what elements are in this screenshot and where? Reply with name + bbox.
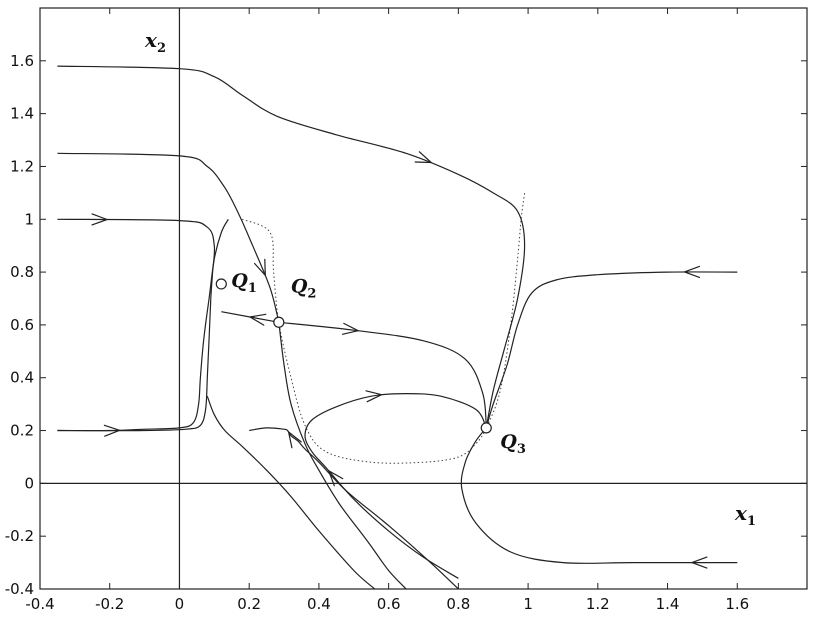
- trajectory-line: [460, 427, 738, 564]
- x-tick-label: 1.2: [586, 595, 610, 613]
- trajectory-line: [57, 65, 526, 429]
- trajectory-line: [304, 392, 487, 579]
- equilibrium-label-sub: 3: [517, 442, 526, 457]
- trajectory-line: [278, 322, 407, 590]
- x-tick-label: 0.6: [377, 595, 401, 613]
- direction-arrow: [683, 265, 701, 278]
- x-tick-label: 0.4: [307, 595, 331, 613]
- direction-arrow: [254, 258, 266, 276]
- x-tick-label: 1.6: [725, 595, 749, 613]
- y-tick-label: -0.2: [5, 527, 34, 545]
- equilibrium-point: [215, 278, 227, 290]
- equilibrium-label-sub: 1: [248, 281, 257, 296]
- trajectory-line: [57, 218, 216, 432]
- x-tick-label: -0.2: [95, 595, 124, 613]
- x-axis-label-base: x: [734, 501, 748, 525]
- equilibrium-label: Q3: [500, 431, 526, 457]
- x-tick-label: 0: [175, 595, 185, 613]
- x-tick-label: 1.4: [656, 595, 680, 613]
- y-axis-label: x2: [144, 28, 166, 56]
- tick-marks: [39, 8, 807, 590]
- equilibrium-label-base: Q: [500, 431, 517, 453]
- x-tick-label: 0.8: [446, 595, 470, 613]
- trajectory-line: [249, 427, 459, 590]
- equilibrium-label-base: Q: [291, 275, 308, 297]
- direction-arrow: [691, 556, 708, 569]
- direction-arrow: [249, 313, 267, 326]
- separatrix-dotted-curve: [241, 192, 526, 464]
- y-tick-label: 0.6: [10, 316, 34, 334]
- direction-arrow: [103, 424, 121, 437]
- y-tick-label: 0.4: [10, 369, 34, 387]
- equilibrium-label: Q2: [291, 275, 317, 301]
- trajectory-line: [278, 321, 487, 428]
- equilibrium-label: Q1: [231, 270, 257, 296]
- equilibrium-point: [273, 316, 285, 328]
- y-tick-label: 0.8: [10, 263, 34, 281]
- equilibrium-label-base: Q: [231, 270, 248, 292]
- equilibrium-label-sub: 2: [307, 286, 316, 301]
- y-tick-label: 1.4: [10, 105, 34, 123]
- tick-labels: -0.4 -0.2 0 0.2 0.4 0.6 0.8 1 1.2 1.4 1.6 -0.4 -0.2 0…: [5, 52, 749, 613]
- direction-arrow: [328, 470, 344, 487]
- y-tick-label: 0.2: [10, 422, 34, 440]
- y-tick-label: 1: [24, 210, 34, 228]
- direction-arrow: [341, 322, 359, 335]
- trajectory-line: [206, 395, 376, 590]
- direction-arrow: [288, 431, 302, 449]
- y-tick-label: 1.2: [10, 157, 34, 175]
- trajectory-line: [57, 152, 280, 323]
- y-tick-label: 0: [24, 474, 34, 492]
- x-axis-label: x1: [734, 501, 756, 529]
- x-tick-label: 1: [523, 595, 533, 613]
- y-tick-label: -0.4: [5, 580, 34, 598]
- trajectory-line: [57, 219, 229, 432]
- y-tick-label: 1.6: [10, 52, 34, 70]
- direction-arrow: [414, 151, 432, 164]
- direction-arrow: [91, 213, 108, 226]
- x-tick-label: 0.2: [237, 595, 261, 613]
- trajectory-line: [485, 271, 738, 429]
- x-axis-label-sub: 1: [747, 514, 756, 529]
- y-axis-label-sub: 2: [157, 41, 166, 56]
- equilibrium-point: [480, 422, 492, 434]
- trajectories: [57, 65, 738, 590]
- plot-frame: [39, 7, 808, 590]
- x-tick-label: -0.4: [25, 595, 54, 613]
- y-axis-label-base: x: [144, 28, 158, 52]
- direction-arrow: [365, 390, 383, 403]
